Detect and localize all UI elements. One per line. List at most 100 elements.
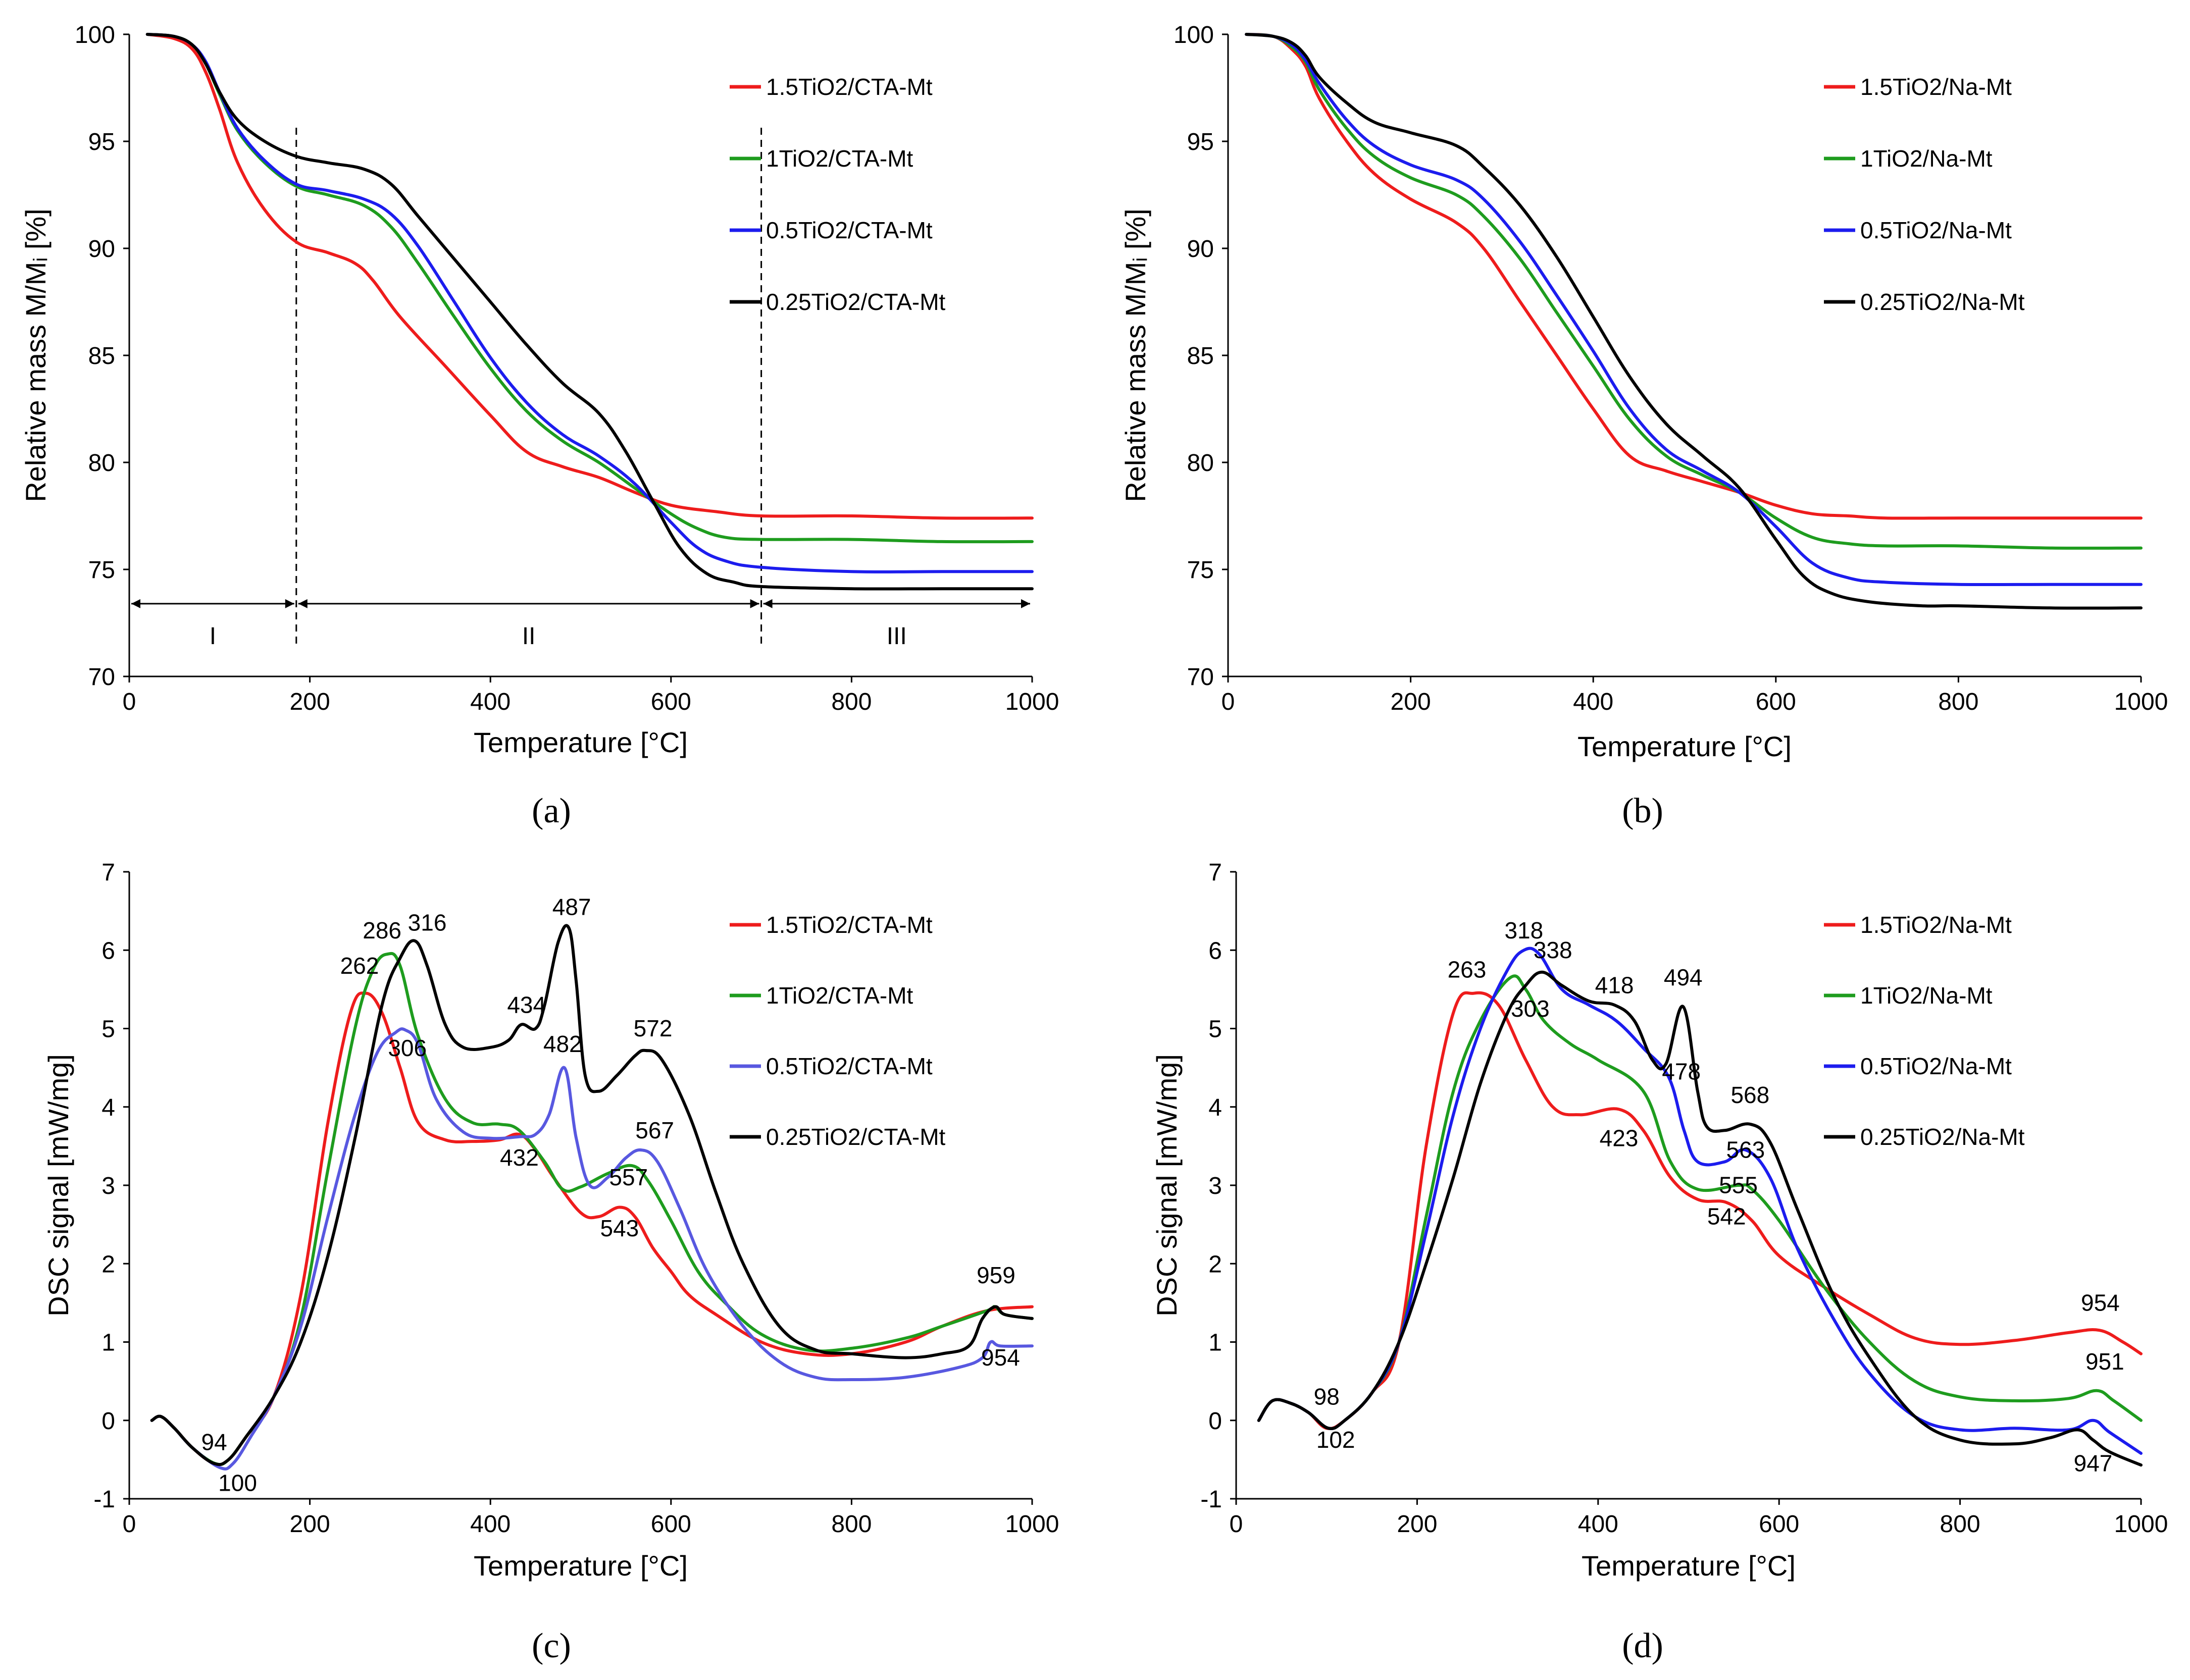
x-tick-label: 1000 bbox=[1005, 689, 1059, 715]
y-tick-label: 0 bbox=[1208, 1408, 1222, 1435]
y-tick-label: 4 bbox=[101, 1094, 115, 1121]
peak-annotation: 338 bbox=[1534, 937, 1572, 963]
y-tick-label: 90 bbox=[88, 236, 115, 262]
series-line-1-5tio2-cta-mt bbox=[145, 33, 1034, 520]
y-tick-label: 70 bbox=[1187, 664, 1214, 691]
legend-entry: 1TiO2/CTA-Mt bbox=[766, 145, 913, 172]
y-tick-label: -1 bbox=[93, 1486, 115, 1513]
x-tick-label: 1000 bbox=[2114, 689, 2168, 715]
x-axis-label: Temperature [°C] bbox=[474, 1550, 688, 1582]
panel-a-label: (a) bbox=[532, 792, 571, 830]
peak-annotation: 567 bbox=[635, 1117, 674, 1143]
y-tick-label: 6 bbox=[1208, 937, 1222, 964]
peak-annotation: 262 bbox=[340, 953, 379, 979]
x-tick-label: 200 bbox=[290, 1511, 330, 1538]
y-tick-label: 6 bbox=[101, 937, 115, 964]
peak-annotation: 563 bbox=[1726, 1137, 1765, 1163]
legend-entry: 1TiO2/CTA-Mt bbox=[766, 982, 913, 1009]
stage-label: III bbox=[887, 623, 907, 650]
peak-annotation: 432 bbox=[500, 1144, 539, 1171]
x-tick-label: 1000 bbox=[1005, 1511, 1059, 1538]
peak-annotation: 572 bbox=[634, 1015, 673, 1041]
peak-annotation: 543 bbox=[600, 1215, 639, 1241]
legend-entry: 1.5TiO2/CTA-Mt bbox=[766, 74, 933, 100]
x-tick-label: 600 bbox=[651, 1511, 691, 1538]
stage-arrowhead-right bbox=[1021, 599, 1030, 608]
series-line-0-5tio2-na-mt bbox=[1245, 33, 2143, 587]
x-tick-label: 800 bbox=[831, 1511, 872, 1538]
y-tick-label: 70 bbox=[88, 664, 115, 691]
y-tick-label: 75 bbox=[88, 557, 115, 584]
x-tick-label: 800 bbox=[1940, 1511, 1980, 1538]
peak-annotation: 555 bbox=[1719, 1172, 1758, 1198]
legend-entry: 0.25TiO2/CTA-Mt bbox=[766, 289, 946, 315]
peak-annotation: 951 bbox=[2085, 1348, 2124, 1375]
x-tick-label: 0 bbox=[123, 689, 136, 715]
y-tick-label: 95 bbox=[88, 129, 115, 155]
x-tick-label: 400 bbox=[1578, 1511, 1618, 1538]
x-axis-label: Temperature [°C] bbox=[474, 726, 688, 758]
panel-b: 0 200 400 600 800 1000 70 75 80 85 90 95 100 Temperat… bbox=[1119, 22, 2168, 762]
peak-annotation: 98 bbox=[1314, 1384, 1340, 1410]
legend-entry: 0.25TiO2/Na-Mt bbox=[1860, 289, 2025, 315]
peak-annotation: 100 bbox=[218, 1469, 257, 1496]
peak-annotation: 94 bbox=[201, 1429, 227, 1455]
y-tick-label: 2 bbox=[1208, 1251, 1222, 1278]
panel-c-label: (c) bbox=[532, 1626, 571, 1665]
x-axis-label: Temperature [°C] bbox=[1582, 1550, 1796, 1582]
series-line-1-5tio2-na-mt bbox=[1245, 33, 2143, 520]
legend-entry: 1.5TiO2/CTA-Mt bbox=[766, 912, 933, 938]
series-line-0-25tio2-na-mt bbox=[1257, 970, 2143, 1467]
y-axis-label: DSC signal [mW/mg] bbox=[42, 1054, 74, 1317]
panel-a: 0 200 400 600 800 1000 70 75 80 85 90 95 100 Temperat… bbox=[20, 22, 1059, 758]
series-line-0-25tio2-na-mt bbox=[1245, 33, 2143, 610]
legend-entry: 0.5TiO2/CTA-Mt bbox=[766, 217, 933, 243]
y-tick-label: 0 bbox=[101, 1408, 115, 1435]
series-line-0-25tio2-cta-mt bbox=[145, 33, 1034, 591]
peak-annotation: 482 bbox=[543, 1031, 582, 1057]
peak-annotation: 418 bbox=[1595, 972, 1634, 999]
legend-entry: 1.5TiO2/Na-Mt bbox=[1860, 912, 2012, 938]
legend-entry: 1TiO2/Na-Mt bbox=[1860, 145, 1993, 172]
y-tick-label: 85 bbox=[1187, 343, 1214, 370]
series-line-1tio2-na-mt bbox=[1245, 33, 2143, 550]
peak-annotation: 303 bbox=[1511, 995, 1550, 1022]
series-line-0-5tio2-cta-mt bbox=[145, 33, 1034, 573]
peak-annotation: 318 bbox=[1504, 917, 1543, 943]
y-tick-label: 3 bbox=[101, 1173, 115, 1199]
y-tick-label: 85 bbox=[88, 343, 115, 370]
y-tick-label: 80 bbox=[1187, 450, 1214, 477]
x-tick-label: 400 bbox=[1573, 689, 1613, 715]
x-tick-label: 200 bbox=[1391, 689, 1431, 715]
peak-annotation: 423 bbox=[1600, 1125, 1639, 1151]
peak-annotation: 487 bbox=[552, 894, 591, 920]
stage-label: II bbox=[522, 623, 536, 650]
x-tick-label: 0 bbox=[1221, 689, 1235, 715]
y-axis-label: Relative mass M/Mᵢ [%] bbox=[20, 208, 52, 502]
x-tick-label: 600 bbox=[651, 689, 691, 715]
y-tick-label: 5 bbox=[101, 1016, 115, 1043]
peak-annotation: 494 bbox=[1664, 964, 1703, 990]
x-axis-label: Temperature [°C] bbox=[1577, 730, 1792, 762]
stage-label: I bbox=[210, 623, 216, 650]
peak-annotation: 434 bbox=[507, 991, 546, 1018]
stage-arrowhead-right bbox=[285, 599, 294, 608]
x-tick-label: 0 bbox=[1230, 1511, 1243, 1538]
y-tick-label: 90 bbox=[1187, 236, 1214, 262]
peak-annotation: 316 bbox=[408, 909, 447, 935]
stage-arrowhead-right bbox=[750, 599, 759, 608]
panel-d-label: (d) bbox=[1622, 1626, 1663, 1665]
y-tick-label: 1 bbox=[1208, 1330, 1222, 1356]
x-tick-label: 200 bbox=[1397, 1511, 1437, 1538]
x-tick-label: 600 bbox=[1756, 689, 1796, 715]
x-tick-label: 0 bbox=[123, 1511, 136, 1538]
y-tick-label: 100 bbox=[1174, 22, 1214, 48]
y-tick-label: 1 bbox=[101, 1330, 115, 1356]
peak-annotation: 568 bbox=[1730, 1082, 1769, 1108]
y-axis-label: Relative mass M/Mᵢ [%] bbox=[1119, 208, 1151, 502]
peak-annotation: 959 bbox=[977, 1262, 1015, 1288]
legend-entry: 1.5TiO2/Na-Mt bbox=[1860, 74, 2012, 100]
peak-annotation: 542 bbox=[1707, 1203, 1746, 1230]
y-tick-label: 95 bbox=[1187, 129, 1214, 155]
